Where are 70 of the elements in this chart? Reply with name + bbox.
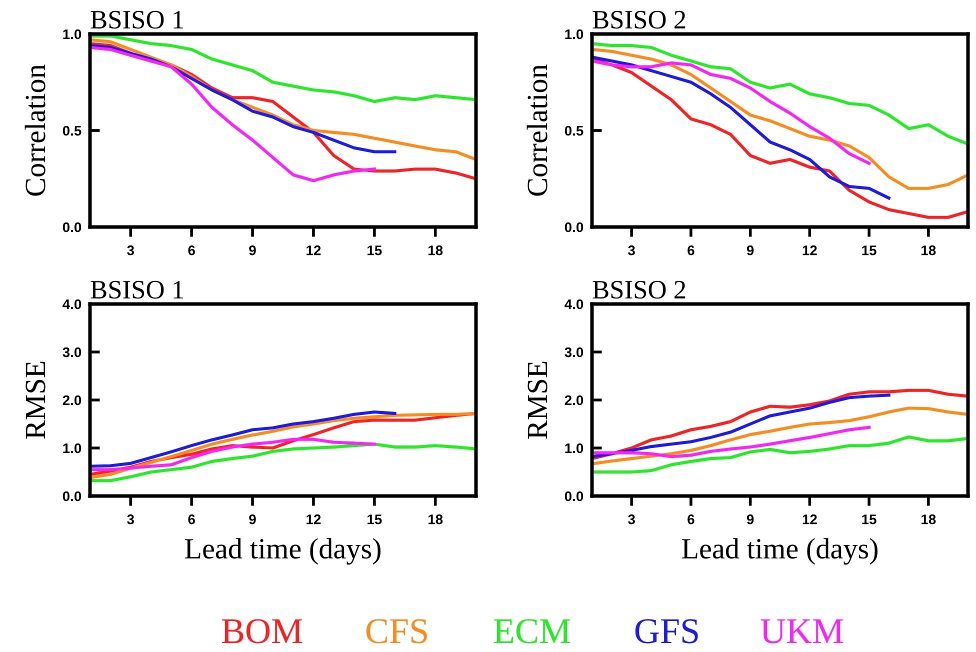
y-tick-label: 0.0	[564, 491, 584, 502]
y-tick-label: 2.0	[564, 395, 584, 406]
x-tick-label: 15	[862, 514, 876, 524]
x-tick-label: 3	[628, 514, 635, 524]
x-tick-label: 15	[368, 246, 382, 256]
x-tick-label: 9	[746, 245, 754, 256]
line-series	[592, 58, 968, 219]
y-tick-label: 2.0	[62, 395, 82, 406]
x-tick-label: 18	[428, 245, 443, 256]
y-axis-title: RMSE	[26, 362, 46, 439]
line-series	[90, 46, 376, 182]
y-axis-title: Correlation	[24, 64, 46, 196]
x-axis-title: Lead time (days)	[185, 538, 381, 565]
x-tick-label: 9	[746, 514, 754, 524]
x-tick-label: 6	[188, 245, 195, 256]
line-series	[592, 406, 968, 466]
line-series	[90, 410, 396, 468]
line-series	[592, 42, 968, 146]
text: BOM	[222, 619, 302, 644]
y-tick-label: 1.0	[565, 443, 584, 454]
x-axis-title: Lead time (days)	[682, 538, 878, 565]
line-series	[592, 48, 968, 190]
text: ECM	[494, 619, 570, 644]
x-tick-label: 3	[127, 245, 134, 256]
text: GFS	[635, 619, 698, 644]
line-series	[90, 442, 476, 482]
y-tick-label: 1.0	[63, 443, 82, 454]
y-axis-title: Correlation	[526, 64, 548, 196]
chart-title: BSISO 1	[90, 280, 184, 299]
y-tick-label: 4.0	[62, 299, 82, 310]
line-series	[592, 56, 890, 200]
chart-title: BSISO 2	[592, 10, 686, 29]
x-tick-label: 15	[368, 514, 382, 524]
y-axis-title: RMSE	[528, 362, 548, 439]
x-tick-label: 12	[306, 245, 321, 256]
y-tick-label: 3.0	[62, 347, 82, 358]
y-tick-label: 1.0	[63, 29, 82, 40]
text: UKM	[760, 619, 844, 644]
line-series	[90, 438, 376, 472]
y-tick-label: 1.0	[565, 29, 584, 40]
y-tick-label: 3.0	[564, 347, 584, 358]
line-series	[592, 59, 871, 165]
x-tick-label: 12	[802, 514, 817, 524]
y-tick-label: 0.0	[564, 222, 584, 232]
x-tick-label: 15	[862, 246, 876, 256]
x-tick-label: 18	[428, 514, 443, 524]
y-tick-label: 0.5	[62, 126, 82, 136]
line-series	[592, 435, 968, 474]
line-series	[90, 44, 396, 154]
chart-title: BSISO 1	[90, 10, 184, 29]
x-tick-label: 6	[188, 514, 195, 524]
x-tick-label: 6	[688, 514, 694, 524]
line-series	[592, 388, 968, 460]
y-tick-label: 0.0	[62, 491, 82, 502]
x-tick-label: 3	[127, 514, 134, 524]
x-tick-label: 6	[688, 245, 694, 256]
x-tick-label: 9	[249, 245, 256, 256]
chart-title: BSISO 2	[592, 280, 686, 299]
y-tick-label: 0.0	[62, 222, 82, 232]
x-tick-label: 3	[628, 245, 635, 256]
x-tick-label: 18	[922, 514, 936, 524]
y-tick-label: 0.5	[564, 126, 584, 136]
x-tick-label: 18	[922, 245, 936, 256]
x-tick-label: 12	[306, 514, 321, 524]
line-series	[592, 394, 890, 458]
x-tick-label: 9	[249, 514, 256, 524]
x-tick-label: 12	[802, 245, 817, 256]
line-series	[592, 426, 871, 458]
y-tick-label: 4.0	[564, 299, 584, 310]
text: CFS	[366, 619, 427, 644]
